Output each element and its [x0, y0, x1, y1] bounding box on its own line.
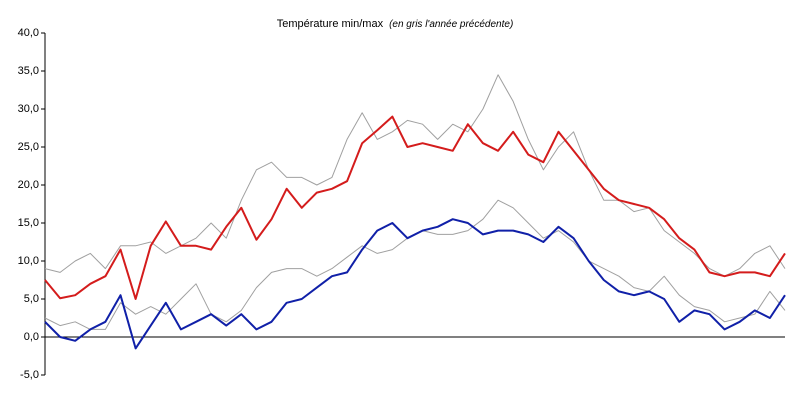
y-tick-label: 20,0	[18, 179, 39, 191]
y-tick-label: 25,0	[18, 141, 39, 153]
y-tick-label: 35,0	[18, 65, 39, 77]
y-tick-label: 40,0	[18, 27, 39, 39]
chart-subtitle: (en gris l'année précédente)	[389, 19, 513, 30]
y-tick-label: 0,0	[24, 331, 39, 343]
line-series	[44, 115, 786, 300]
y-tick-label: -5,0	[20, 369, 39, 381]
y-tick-label: 10,0	[18, 255, 39, 267]
chart-title-group: Température min/max (en gris l'année préc…	[277, 18, 514, 30]
line-series	[44, 218, 786, 350]
chart-title: Température min/max	[277, 18, 384, 30]
y-tick-label: 30,0	[18, 103, 39, 115]
y-tick-label: 15,0	[18, 217, 39, 229]
y-tick-label: 5,0	[24, 293, 39, 305]
line-series	[44, 199, 786, 330]
line-series	[44, 74, 786, 277]
